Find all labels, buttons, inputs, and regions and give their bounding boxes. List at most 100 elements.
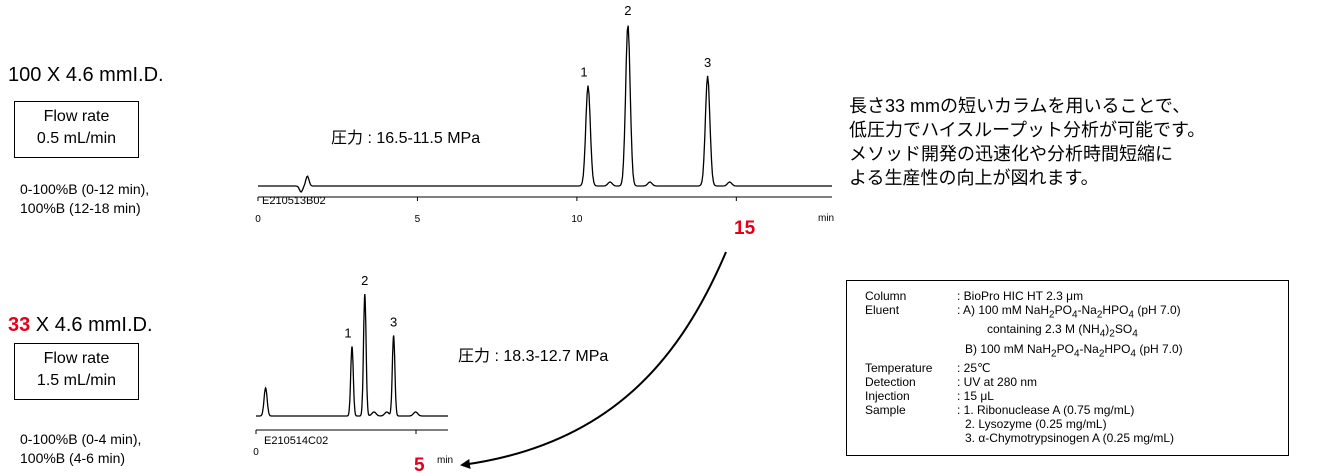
cond-temperature-row: Temperature : 25℃ (865, 361, 1288, 375)
top-gradient: 0-100%B (0-12 min), 100%B (12-18 min) (20, 180, 149, 218)
top-flow-label: Flow rate (43, 108, 110, 125)
eluent-b-sub3: 2 (1098, 348, 1105, 360)
bottom-chart: 0 123 min E210514C02 圧力 : 18.3-12.7 MPa … (253, 273, 608, 473)
eluent-b-sub1: 2 (1051, 348, 1057, 360)
top-gradient-line2: 100%B (12-18 min) (20, 200, 141, 216)
top-sample-id: E210513B02 (262, 195, 326, 207)
peak-label: 2 (624, 3, 631, 18)
cond-injection-row: Injection : 15 μL (865, 389, 1288, 403)
cond-temperature-value: : 25℃ (957, 361, 991, 376)
eluent-b-p5: (pH 7.0) (1135, 341, 1183, 356)
cond-detection-label: Detection (865, 375, 916, 390)
bottom-column-length: 33 (8, 314, 31, 336)
cond-eluent-label: Eluent (865, 303, 900, 317)
top-column-title-text: 100 X 4.6 mmI.D. (8, 64, 164, 86)
bottom-column-rest: X 4.6 mmI.D. (30, 314, 153, 336)
bottom-peak-labels: 1 2 3 (344, 273, 397, 340)
x-tick-label: 10 (571, 214, 583, 225)
cond-eluent-a: : A) 100 mM NaH2PO4-Na2HPO4 (pH 7.0) (957, 303, 1288, 322)
bottom-gradient-line2: 100%B (4-6 min) (20, 450, 126, 466)
bottom-trace-line (256, 293, 448, 417)
cond-column-label: Column (865, 289, 907, 303)
cond-eluent-a2-row: containing 2.3 M (NH4)2SO4 (865, 322, 1288, 341)
x-tick-label: 0 (253, 447, 259, 458)
cond-spacer-3 (865, 417, 957, 431)
top-flow-rate-box: Flow rate 0.5 mL/min (14, 101, 139, 158)
eluent-a-p2: PO (1054, 303, 1072, 317)
eluent-a-sub2: 4 (1071, 309, 1078, 321)
cond-eluent-row: Eluent : A) 100 mM NaH2PO4-Na2HPO4 (pH 7… (865, 303, 1288, 322)
cond-sample-2: 2. Lysozyme (0.25 mg/mL) (965, 417, 1107, 432)
x-tick-label: 5 (415, 214, 421, 225)
cond-sample-row: Sample : 1. Ribonuclease A (0.75 mg/mL) (865, 403, 1288, 417)
top-x-axis-unit: min (818, 213, 834, 224)
eluent-b-p4: HPO (1104, 341, 1131, 356)
cond-spacer-4 (865, 431, 957, 445)
description-line-2: 低圧力でハイスループット分析が可能です。 (849, 120, 1206, 140)
cond-temperature-label: Temperature (865, 361, 933, 376)
eluent-a-p5: (pH 7.0) (1133, 303, 1181, 317)
eluent-a-p4: HPO (1102, 303, 1129, 317)
cond-detection-row: Detection : UV at 280 nm (865, 375, 1288, 389)
description-line-4: よる生産性の向上が図れます。 (849, 168, 1099, 188)
peak-label: 1 (344, 325, 351, 340)
cond-sample-label: Sample (865, 403, 906, 418)
bottom-gradient-line1: 0-100%B (0-4 min), (20, 431, 142, 447)
bottom-column-title: 33 X 4.6 mmI.D. (8, 314, 153, 337)
cond-sample2-row: 2. Lysozyme (0.25 mg/mL) (865, 417, 1288, 431)
time-reduction-arrow (460, 251, 727, 469)
peak-label: 3 (704, 55, 711, 70)
eluent-a2-sub1: 4 (1099, 328, 1106, 340)
eluent-a2-sub3: 4 (1132, 328, 1138, 340)
peak-label: 1 (580, 65, 587, 80)
cond-eluent-b: B) 100 mM NaH2PO4-Na2HPO4 (pH 7.0) (957, 342, 1288, 361)
peak-label: 2 (361, 273, 368, 288)
bottom-pressure-label: 圧力 : 18.3-12.7 MPa (458, 347, 608, 365)
cond-sample-1: : 1. Ribonuclease A (0.75 mg/mL) (957, 403, 1135, 418)
eluent-a2-p2: ) (1105, 322, 1110, 337)
eluent-a-p3: -Na (1077, 303, 1097, 317)
top-flow-value: 0.5 mL/min (36, 130, 117, 147)
bottom-flow-rate-box: Flow rate 1.5 mL/min (14, 343, 139, 400)
eluent-a-p1: : A) 100 mM NaH (957, 303, 1050, 317)
eluent-a-sub4: 4 (1128, 309, 1134, 321)
cond-sample-3: 3. α-Chymotrypsinogen A (0.25 mg/mL) (965, 431, 1175, 446)
top-gradient-line1: 0-100%B (0-12 min), (20, 181, 150, 197)
description-line-3: メソッド開発の迅速化や分析時間短縮に (849, 144, 1173, 164)
top-trace-line (258, 25, 832, 193)
cond-column-value: : BioPro HIC HT 2.3 μm (957, 289, 1084, 303)
eluent-a2-p1: containing 2.3 M (NH (987, 322, 1100, 337)
top-column-title: 100 X 4.6 mmI.D. (8, 64, 164, 87)
cond-sample3-row: 3. α-Chymotrypsinogen A (0.25 mg/mL) (865, 431, 1288, 445)
cond-spacer-1 (865, 322, 957, 341)
bottom-sample-id: E210514C02 (264, 435, 328, 447)
bottom-flow-value: 1.5 mL/min (36, 372, 117, 389)
eluent-a2-sub2: 2 (1109, 328, 1115, 340)
cond-eluent-b-row: B) 100 mM NaH2PO4-Na2HPO4 (pH 7.0) (865, 342, 1288, 361)
eluent-a2-p3: SO (1114, 322, 1133, 337)
eluent-a-sub3: 2 (1096, 309, 1103, 321)
peak-label: 3 (390, 314, 397, 329)
cond-spacer-2 (865, 342, 957, 361)
bottom-highlight-time: 5 (414, 455, 425, 473)
top-pressure-label: 圧力 : 16.5-11.5 MPa (331, 129, 480, 147)
conditions-box: Column : BioPro HIC HT 2.3 μm Eluent : A… (846, 280, 1289, 456)
x-tick-label: 0 (255, 214, 261, 225)
top-ticks: 0 5 10 (255, 197, 737, 225)
top-highlight-time: 15 (734, 218, 756, 239)
eluent-a-sub1: 2 (1049, 309, 1055, 321)
top-chart: 0 5 10 1 2 3 min E210513B02 圧力 : 16.5-11.5 M… (255, 3, 834, 239)
eluent-b-sub4: 4 (1130, 348, 1136, 360)
cond-injection-label: Injection (865, 389, 910, 404)
cond-eluent-a2: containing 2.3 M (NH4)2SO4 (957, 322, 1288, 341)
eluent-b-p2: PO (1056, 341, 1074, 356)
bottom-flow-label: Flow rate (43, 350, 110, 367)
cond-injection-value: : 15 μL (957, 389, 994, 404)
bottom-ticks: 0 (253, 430, 417, 458)
cond-column-row: Column : BioPro HIC HT 2.3 μm (865, 289, 1288, 303)
eluent-b-p3: -Na (1079, 341, 1099, 356)
bottom-gradient: 0-100%B (0-4 min), 100%B (4-6 min) (20, 430, 141, 468)
top-peak-labels: 1 2 3 (580, 3, 711, 80)
description-line-1: 長さ33 mmの短いカラムを用いることで、 (849, 96, 1191, 116)
